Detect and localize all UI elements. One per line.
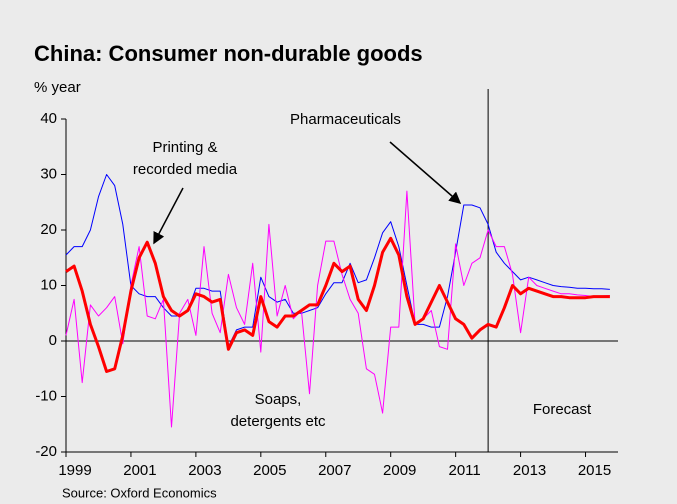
annotation: Pharmaceuticals bbox=[290, 111, 401, 128]
annotation: Forecast bbox=[533, 401, 592, 418]
x-tick-label: 2007 bbox=[318, 462, 351, 479]
annotation: detergents etc bbox=[230, 413, 326, 430]
series-line bbox=[65, 174, 610, 348]
source: Source: Oxford Economics bbox=[62, 485, 217, 500]
x-tick-label: 2005 bbox=[253, 462, 286, 479]
x-tick-label: 2001 bbox=[123, 462, 156, 479]
x-tick-label: 2003 bbox=[188, 462, 221, 479]
arrow bbox=[153, 187, 184, 245]
y-tick-label: 10 bbox=[40, 276, 57, 293]
annotation: Printing & bbox=[152, 139, 217, 156]
x-tick-label: 2013 bbox=[513, 462, 546, 479]
x-tick-label: 2009 bbox=[383, 462, 416, 479]
annotation: recorded media bbox=[133, 161, 238, 178]
y-tick-label: -20 bbox=[35, 443, 57, 460]
y-tick-label: 20 bbox=[40, 221, 57, 238]
y-axis-label: % year bbox=[34, 79, 81, 96]
y-tick-label: 0 bbox=[49, 332, 57, 349]
y-tick-label: 40 bbox=[40, 110, 57, 127]
annotation: Soaps, bbox=[255, 391, 302, 408]
series-line bbox=[65, 190, 610, 428]
arrow bbox=[389, 141, 462, 204]
y-tick-label: 30 bbox=[40, 165, 57, 182]
series-line bbox=[65, 236, 610, 373]
x-tick-label: 2011 bbox=[449, 462, 481, 479]
chart-title: China: Consumer non-durable goods bbox=[34, 41, 423, 66]
y-tick-label: -10 bbox=[35, 387, 57, 404]
x-tick-label: 1999 bbox=[58, 462, 91, 479]
x-tick-label: 2015 bbox=[578, 462, 611, 479]
